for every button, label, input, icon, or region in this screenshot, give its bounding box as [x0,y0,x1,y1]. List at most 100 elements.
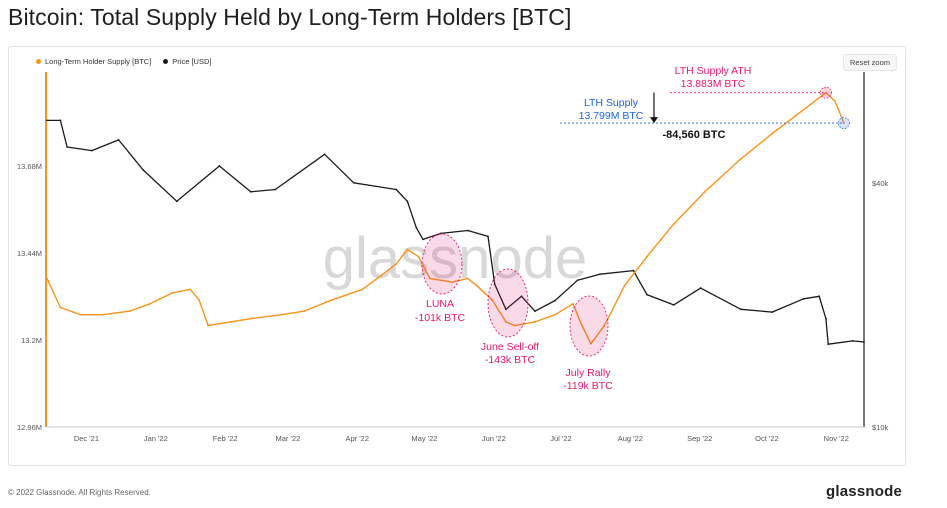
lth-supply-point [149,302,151,305]
lth-supply-point [603,324,606,327]
lth-supply-point [534,321,536,323]
x-tick-label: Nov '22 [824,434,849,443]
lth-supply-point [572,302,574,305]
price-point [598,273,601,276]
lth-supply-point [128,310,131,312]
x-tick-label: Feb '22 [213,434,238,443]
lth-supply-point [46,277,48,280]
lth-supply-point [406,248,409,251]
lth-supply-point [59,306,62,309]
price-point [825,317,827,320]
annotation-ath-label: LTH Supply ATH [675,65,752,77]
x-tick-label: May '22 [411,434,437,443]
lth-supply-point [451,281,454,284]
reset-zoom-button[interactable]: Reset zoom [843,54,897,71]
lth-supply-point [207,324,210,327]
price-point [827,343,830,346]
chart-title: Bitcoin: Total Supply Held by Long-Term … [8,4,572,30]
price-point [175,200,178,203]
lth-supply-point [475,284,478,287]
annotation-june-label: June Sell-off [481,341,539,353]
annotation-current-value: 13.799M BTC [579,110,644,122]
price-point [739,308,742,311]
x-tick-label: Apr '22 [346,434,370,443]
chart-legend: Long-Term Holder Supply [BTC] Price [USD… [36,57,211,66]
current-marker [837,117,850,129]
legend-swatch-lth-supply [36,59,41,64]
lth-supply-point [590,342,592,345]
lth-supply-point [825,91,827,94]
price-point [395,188,398,191]
lth-supply-point [229,321,232,323]
x-tick-label: Dec '21 [74,434,99,443]
price-point [554,299,557,302]
annotation-luna-value: -101k BTC [415,312,466,324]
annotation-june-value: -143k BTC [485,354,536,366]
price-point [352,181,355,184]
lth-supply-point [513,324,516,327]
lth-supply-point [581,324,583,327]
price-point [818,295,821,298]
price-point [863,341,865,343]
price-point [117,139,120,141]
legend-label-price: Price [USD] [172,57,212,66]
price-point [66,146,69,148]
lth-supply-point [554,313,557,316]
price-point [576,279,579,282]
x-tick-label: Sep '22 [687,434,712,443]
price-point [520,295,523,298]
y-left-tick-label: 13.68M [17,162,42,171]
lth-supply-point [504,321,507,323]
lth-supply-point [252,317,254,320]
lth-supply-point [491,299,494,302]
lth-supply-point [809,103,812,106]
lth-supply-point [395,263,398,265]
y-left-tick-label: 13.2M [21,336,42,345]
legend-item-price[interactable]: Price [USD] [163,57,211,66]
ath-marker [820,86,832,99]
lth-supply-point [428,277,431,280]
series-line-lth-supply [46,91,845,345]
y-left-tick-label: 13.44M [17,249,42,258]
x-tick-label: Oct '22 [755,434,779,443]
price-point [699,287,702,289]
price-point [274,188,277,191]
lth-supply-point [739,158,742,160]
lth-supply-point [189,288,192,291]
annotation-ath-value: 13.883M BTC [681,78,746,90]
lth-supply-point [330,299,333,302]
highlight-luna [421,233,463,295]
y-right-tick-label: $10k [872,423,889,432]
copyright-text: © 2022 Glassnode. All Rights Reserved. [8,488,151,497]
price-point [534,310,536,313]
price-point [59,119,62,122]
price-point [645,293,648,296]
annotation-july-label: July Rally [566,367,612,379]
y-right-tick-label: $40k [872,179,889,188]
legend-item-lth-supply[interactable]: Long-Term Holder Supply [BTC] [36,57,151,66]
brand-logo: glassnode [826,483,902,500]
price-point [249,190,252,193]
series-line-price [47,119,865,345]
lth-supply-point [79,313,82,316]
price-point [323,153,326,156]
price-point [771,311,774,313]
x-tick-label: Jun '22 [482,434,506,443]
price-point [493,283,496,286]
annotation-july-value: -119k BTC [563,380,613,392]
annotation-current-label: LTH Supply [584,97,639,109]
price-point [406,200,409,203]
lth-supply-point [281,313,283,316]
price-point [632,269,635,272]
price-point [504,308,507,311]
lth-supply-point [834,100,836,102]
lth-supply-point [842,122,845,124]
lth-supply-point [171,292,174,294]
lth-supply-point [623,284,626,287]
price-point [46,119,48,122]
lth-supply-point [672,223,675,226]
x-tick-label: Aug '22 [618,434,643,443]
price-point [422,238,424,241]
price-point [142,169,145,171]
